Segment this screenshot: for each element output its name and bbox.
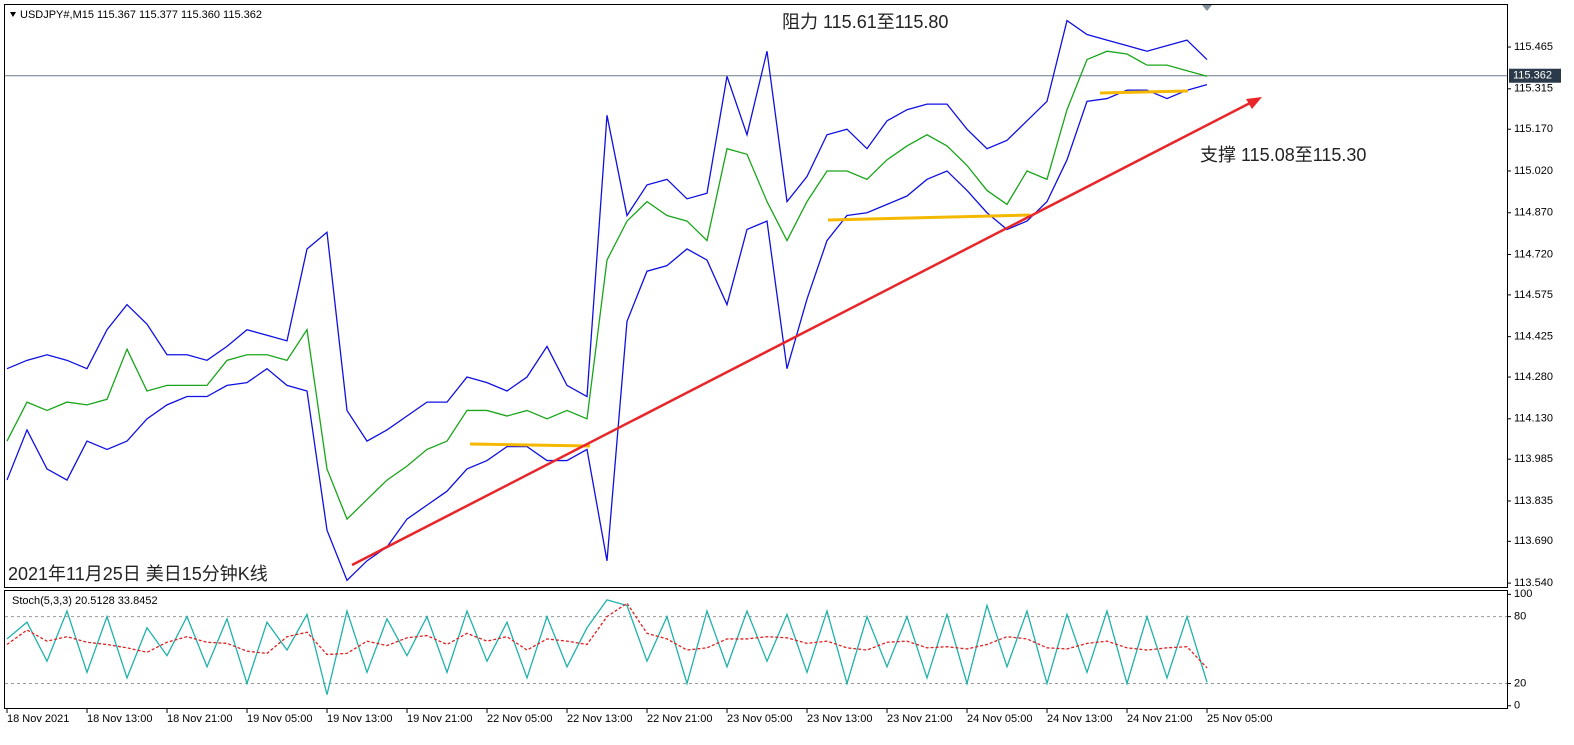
y-tick-label: 113.985 bbox=[1514, 453, 1553, 465]
x-tick-label: 18 Nov 13:00 bbox=[87, 713, 152, 725]
x-tick-label: 18 Nov 21:00 bbox=[167, 713, 232, 725]
x-tick-label: 23 Nov 05:00 bbox=[727, 713, 792, 725]
x-tick-label: 19 Nov 21:00 bbox=[407, 713, 472, 725]
x-tick-label: 22 Nov 21:00 bbox=[647, 713, 712, 725]
x-tick-label: 23 Nov 21:00 bbox=[887, 713, 952, 725]
y-tick-label: 114.130 bbox=[1514, 413, 1553, 425]
y-tick-label: 114.870 bbox=[1514, 207, 1553, 219]
x-tick-label: 24 Nov 13:00 bbox=[1047, 713, 1112, 725]
y-tick-label: 115.020 bbox=[1514, 165, 1553, 177]
stoch-panel bbox=[4, 590, 1508, 709]
x-tick-label: 24 Nov 05:00 bbox=[967, 713, 1032, 725]
chart-caption: 2021年11月25日 美日15分钟K线 bbox=[8, 564, 268, 584]
y-tick-label: 80 bbox=[1514, 611, 1526, 623]
plot: 18 Nov 2021 18 Nov 13:00 18 Nov 21:00 19 No… bbox=[5, 19, 1561, 725]
x-tick-label: 22 Nov 13:00 bbox=[567, 713, 632, 725]
trend-arrow bbox=[1246, 97, 1262, 109]
y-tick-label: 115.465 bbox=[1514, 41, 1553, 53]
series-line bbox=[6, 19, 1208, 442]
x-tick-label: 19 Nov 05:00 bbox=[247, 713, 312, 725]
main-panel bbox=[4, 4, 1508, 588]
symbol-header: USDJPY#,M15 115.367 115.377 115.360 115.… bbox=[20, 9, 262, 21]
support-line bbox=[827, 213, 1031, 222]
y-tick-label: 0 bbox=[1514, 700, 1520, 712]
y-tick-label: 113.835 bbox=[1514, 495, 1553, 507]
x-tick-label: 24 Nov 21:00 bbox=[1127, 713, 1192, 725]
y-tick-label: 114.720 bbox=[1514, 248, 1553, 260]
trend-line bbox=[351, 100, 1253, 567]
menu-arrow bbox=[10, 12, 16, 17]
price-label: 115.362 bbox=[1513, 70, 1552, 82]
y-tick-label: 20 bbox=[1514, 677, 1526, 689]
y-tick-label: 114.575 bbox=[1514, 289, 1553, 301]
stoch-header: Stoch(5,3,3) 20.5128 33.8452 bbox=[12, 595, 158, 607]
y-tick-label: 115.170 bbox=[1514, 123, 1553, 135]
support-line bbox=[1099, 89, 1189, 95]
support-line bbox=[469, 442, 591, 448]
shift-marker bbox=[1202, 5, 1212, 11]
series-line bbox=[6, 50, 1208, 521]
x-tick-label: 18 Nov 2021 bbox=[7, 713, 69, 725]
support-note: 支撑 115.08至115.30 bbox=[1200, 145, 1366, 165]
y-tick-label: 115.315 bbox=[1514, 83, 1553, 95]
y-tick-label: 114.280 bbox=[1514, 371, 1553, 383]
series-line bbox=[6, 599, 1208, 695]
x-tick-label: 22 Nov 05:00 bbox=[487, 713, 552, 725]
y-tick-label: 113.690 bbox=[1514, 535, 1553, 547]
x-tick-label: 23 Nov 13:00 bbox=[807, 713, 872, 725]
x-tick-label: 19 Nov 13:00 bbox=[327, 713, 392, 725]
price-box bbox=[1509, 68, 1561, 83]
resistance-note: 阻力 115.61至115.80 bbox=[782, 12, 948, 32]
series-line bbox=[6, 602, 1208, 669]
y-tick-label: 114.425 bbox=[1514, 331, 1553, 343]
x-tick-label: 25 Nov 05:00 bbox=[1207, 713, 1272, 725]
series-line bbox=[6, 84, 1208, 582]
y-tick-label: 100 bbox=[1514, 588, 1532, 600]
y-tick-label: 113.540 bbox=[1514, 577, 1553, 589]
